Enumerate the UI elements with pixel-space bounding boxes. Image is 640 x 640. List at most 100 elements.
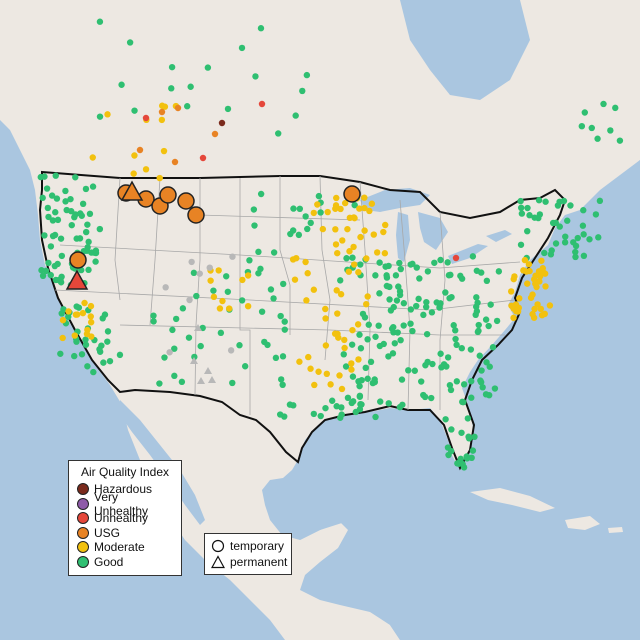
monitor-marker bbox=[542, 198, 549, 205]
monitor-marker bbox=[348, 366, 355, 373]
legend-swatch bbox=[77, 541, 89, 554]
monitor-marker bbox=[362, 364, 369, 372]
monitor-marker bbox=[572, 253, 579, 261]
monitor-marker bbox=[171, 158, 179, 166]
cuba bbox=[470, 488, 555, 512]
monitor-marker bbox=[372, 413, 379, 421]
monitor-marker bbox=[290, 402, 297, 409]
monitor-marker bbox=[540, 269, 547, 276]
monitor-marker bbox=[334, 249, 341, 257]
monitor-marker bbox=[421, 393, 429, 401]
monitor-marker bbox=[101, 311, 109, 318]
monitor-marker bbox=[239, 276, 246, 284]
monitor-marker bbox=[185, 334, 193, 341]
monitor-marker bbox=[382, 221, 389, 229]
monitor-marker bbox=[512, 308, 520, 315]
monitor-marker bbox=[339, 237, 346, 244]
legend-label: Moderate bbox=[94, 540, 145, 555]
monitor-marker bbox=[356, 205, 363, 212]
monitor-marker bbox=[424, 358, 431, 366]
monitor-marker bbox=[361, 194, 368, 201]
monitor-marker bbox=[340, 351, 347, 358]
legend-item-unhealthy: Unhealthy bbox=[75, 511, 175, 526]
monitor-marker bbox=[287, 230, 294, 238]
monitor-marker bbox=[158, 116, 166, 124]
monitor-marker bbox=[323, 370, 331, 378]
monitor-marker bbox=[452, 327, 459, 334]
monitor-marker bbox=[322, 305, 329, 313]
monitor-marker bbox=[405, 367, 412, 374]
monitor-marker bbox=[345, 268, 353, 275]
monitor-marker bbox=[446, 381, 454, 389]
monitor-marker bbox=[327, 381, 334, 388]
monitor-marker bbox=[215, 267, 222, 274]
monitor-marker bbox=[531, 214, 538, 221]
monitor-marker bbox=[376, 259, 383, 266]
monitor-marker bbox=[295, 231, 303, 239]
monitor-marker bbox=[332, 226, 339, 233]
monitor-marker bbox=[437, 300, 444, 307]
monitor-marker bbox=[507, 288, 515, 295]
monitor-marker bbox=[51, 262, 59, 270]
monitor-marker bbox=[218, 119, 226, 127]
monitor-marker bbox=[556, 223, 563, 230]
monitor-marker bbox=[187, 83, 194, 90]
monitor-marker bbox=[465, 435, 473, 442]
legend-swatch bbox=[77, 555, 89, 568]
monitor-marker bbox=[458, 429, 465, 436]
monitor-marker bbox=[341, 199, 349, 207]
monitor-marker bbox=[96, 346, 103, 353]
monitor-marker bbox=[444, 259, 451, 266]
monitor-marker bbox=[71, 352, 78, 360]
circle-icon bbox=[211, 539, 225, 553]
monitor-marker bbox=[407, 306, 415, 313]
monitor-marker bbox=[190, 269, 198, 277]
triangle-icon bbox=[211, 555, 225, 569]
monitor-marker bbox=[529, 291, 536, 298]
monitor-marker bbox=[581, 109, 588, 116]
monitor-marker bbox=[217, 329, 225, 337]
monitor-marker bbox=[407, 320, 414, 327]
monitor-marker bbox=[486, 363, 493, 370]
monitor-marker bbox=[161, 354, 168, 361]
monitor-marker bbox=[392, 272, 400, 279]
monitor-marker bbox=[79, 309, 87, 317]
monitor-marker bbox=[356, 392, 364, 400]
monitor-marker bbox=[89, 183, 97, 190]
monitor-marker bbox=[429, 360, 436, 368]
monitor-marker bbox=[270, 295, 277, 302]
monitor-marker bbox=[251, 222, 258, 229]
monitor-marker bbox=[415, 295, 422, 303]
monitor-marker bbox=[174, 104, 182, 112]
monitor-marker bbox=[458, 345, 466, 352]
monitor-marker bbox=[391, 340, 398, 347]
monitor-marker bbox=[337, 277, 344, 284]
monitor-marker bbox=[400, 300, 408, 307]
monitor-marker bbox=[389, 350, 397, 357]
monitor-marker bbox=[524, 204, 531, 212]
lake-superior bbox=[360, 188, 430, 212]
monitor-marker bbox=[372, 272, 379, 279]
monitor-marker bbox=[363, 255, 370, 262]
monitor-marker bbox=[377, 398, 384, 405]
monitor-marker bbox=[473, 294, 480, 301]
monitor-marker bbox=[552, 219, 559, 227]
monitor-marker bbox=[596, 197, 604, 205]
monitor-marker bbox=[310, 286, 318, 293]
monitor-marker bbox=[322, 404, 329, 412]
monitor-marker bbox=[385, 353, 392, 360]
permanent-monitor-marker bbox=[65, 269, 89, 290]
monitor-marker bbox=[376, 290, 383, 297]
monitor-marker bbox=[541, 249, 548, 257]
monitor-marker bbox=[535, 197, 543, 204]
monitor-marker bbox=[223, 273, 230, 280]
monitor-marker bbox=[293, 254, 300, 262]
monitor-marker bbox=[307, 365, 314, 372]
monitor-marker bbox=[43, 185, 51, 192]
monitor-marker bbox=[241, 363, 249, 370]
monitor-marker bbox=[442, 289, 449, 296]
monitor-marker bbox=[48, 192, 56, 199]
monitor-marker bbox=[168, 63, 176, 71]
monitor-marker bbox=[525, 261, 533, 268]
monitor-marker bbox=[411, 367, 419, 374]
